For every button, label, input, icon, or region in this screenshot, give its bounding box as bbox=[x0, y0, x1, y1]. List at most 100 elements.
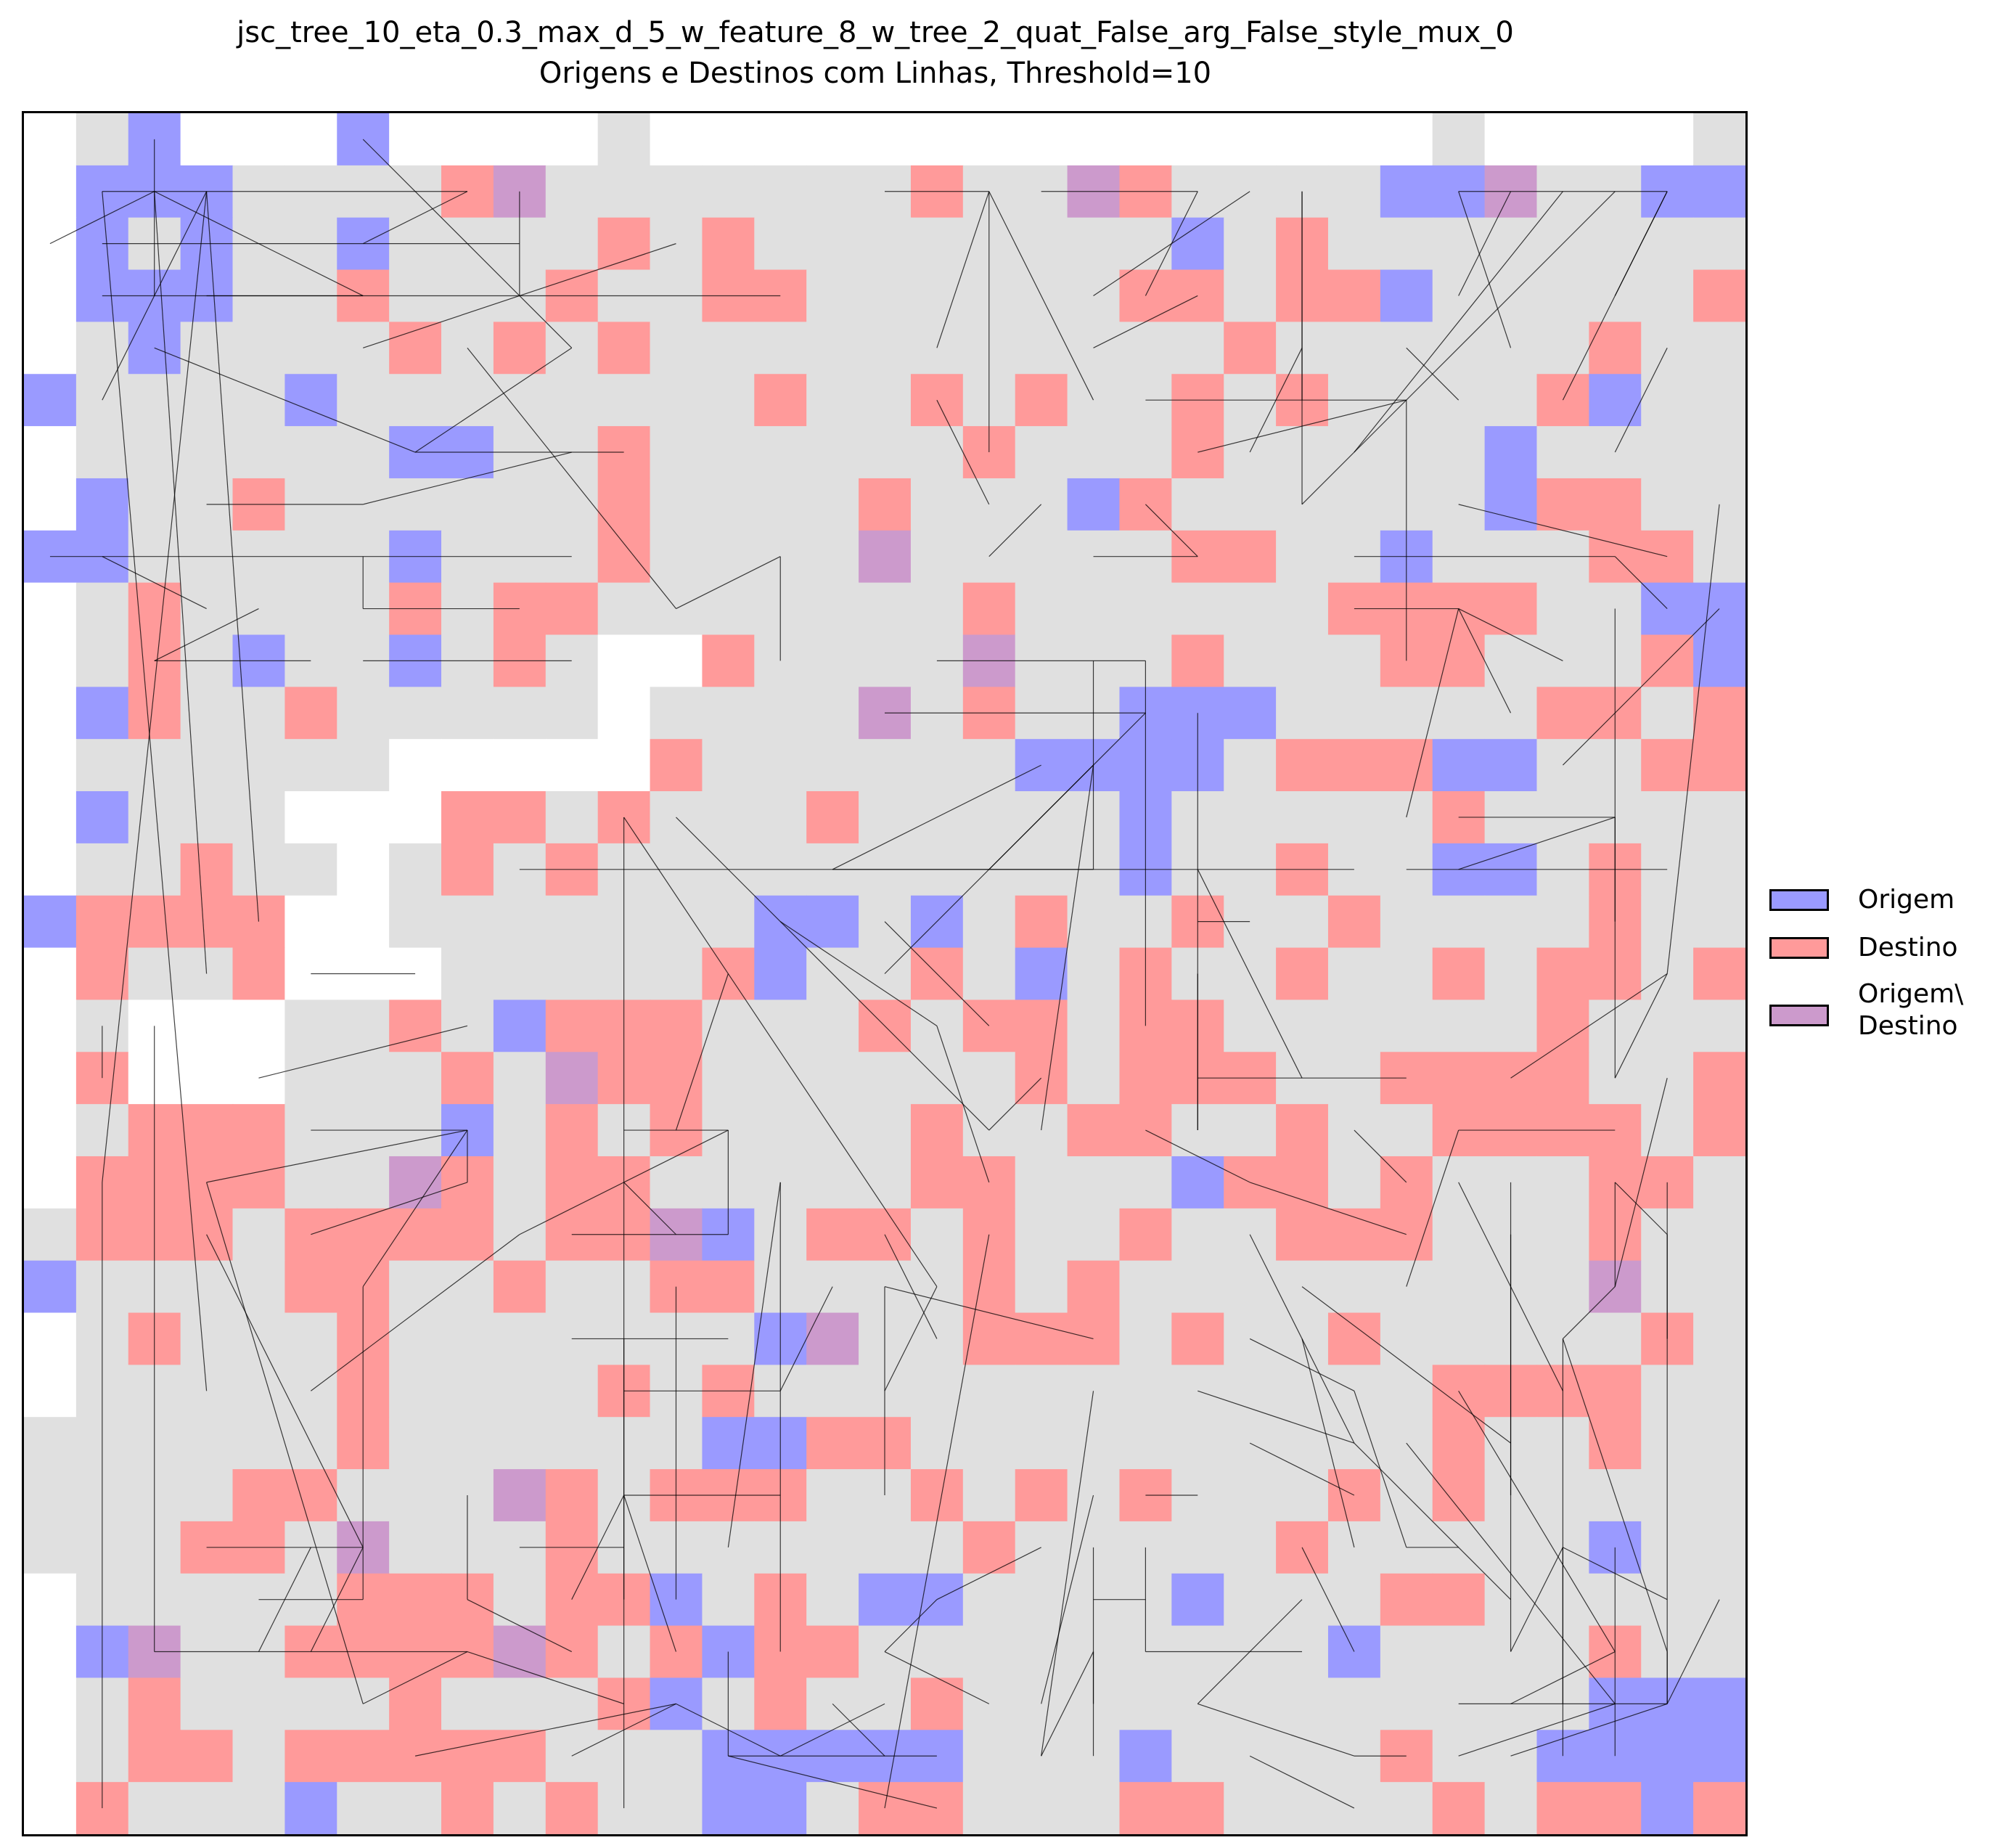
background-cell bbox=[1536, 322, 1589, 375]
destino-cell bbox=[232, 895, 285, 949]
background-cell bbox=[806, 217, 859, 271]
background-cell bbox=[754, 739, 807, 792]
background-cell bbox=[806, 1365, 859, 1418]
destino-cell bbox=[910, 1156, 964, 1209]
background-cell bbox=[650, 530, 703, 584]
empty-cell bbox=[597, 687, 651, 740]
background-cell bbox=[859, 374, 912, 427]
background-cell bbox=[754, 687, 807, 740]
background-cell bbox=[1327, 1260, 1381, 1314]
background-cell bbox=[1693, 1208, 1745, 1262]
destino-cell bbox=[962, 1312, 1016, 1365]
connection-line bbox=[414, 1703, 676, 1757]
connection-line bbox=[467, 347, 676, 609]
connection-line bbox=[1510, 1547, 1563, 1652]
empty-cell bbox=[24, 1573, 77, 1627]
connection-line bbox=[362, 1651, 468, 1704]
background-cell bbox=[180, 1312, 234, 1365]
background-cell bbox=[1276, 530, 1329, 584]
connection-line bbox=[362, 191, 468, 245]
connection-line bbox=[1041, 1391, 1094, 1757]
connection-line bbox=[1666, 504, 1720, 974]
background-cell bbox=[1693, 895, 1745, 949]
background-cell bbox=[389, 1052, 442, 1105]
background-cell bbox=[702, 1052, 755, 1105]
background-cell bbox=[650, 165, 703, 218]
background-cell bbox=[1171, 1417, 1224, 1470]
destino-cell bbox=[1067, 1260, 1121, 1314]
origem-cell bbox=[75, 687, 129, 740]
background-cell bbox=[545, 165, 599, 218]
background-cell bbox=[337, 999, 390, 1052]
destino-cell bbox=[1693, 687, 1745, 740]
connection-line bbox=[1510, 973, 1668, 1079]
background-cell bbox=[1693, 843, 1745, 896]
connection-line bbox=[310, 1234, 520, 1391]
empty-cell bbox=[24, 269, 77, 322]
background-cell bbox=[1067, 999, 1121, 1052]
connection-line bbox=[1249, 1338, 1355, 1391]
background-cell bbox=[702, 478, 755, 531]
connection-line bbox=[1197, 1599, 1303, 1704]
background-cell bbox=[75, 113, 129, 166]
background-cell bbox=[1432, 1312, 1486, 1365]
background-cell bbox=[859, 217, 912, 271]
background-cell bbox=[545, 1365, 599, 1418]
empty-cell bbox=[1536, 113, 1589, 166]
legend-label-origem: Origem bbox=[1858, 885, 1955, 915]
background-cell bbox=[232, 322, 285, 375]
background-cell bbox=[180, 1469, 234, 1522]
destino-cell bbox=[389, 1677, 442, 1730]
background-cell bbox=[232, 1260, 285, 1314]
destino-cell bbox=[284, 1730, 337, 1783]
origem-cell bbox=[1432, 739, 1486, 792]
origem-cell bbox=[1380, 269, 1433, 322]
destino-cell bbox=[1589, 1782, 1642, 1834]
connection-line bbox=[884, 1286, 938, 1391]
background-cell bbox=[1276, 1677, 1329, 1730]
connection-line bbox=[676, 817, 990, 1131]
background-cell bbox=[806, 1052, 859, 1105]
destino-cell bbox=[1693, 1052, 1745, 1105]
background-cell bbox=[1484, 947, 1538, 1001]
empty-cell bbox=[232, 999, 285, 1052]
background-cell bbox=[1693, 999, 1745, 1052]
destino-cell bbox=[1119, 1208, 1172, 1262]
background-cell bbox=[1171, 1260, 1224, 1314]
background-cell bbox=[232, 687, 285, 740]
destino-cell bbox=[702, 217, 755, 271]
destino-cell bbox=[1224, 530, 1277, 584]
background-cell bbox=[1015, 1782, 1068, 1834]
destino-cell bbox=[1536, 1782, 1589, 1834]
background-cell bbox=[1119, 1365, 1172, 1418]
background-cell bbox=[910, 582, 964, 636]
background-cell bbox=[1380, 217, 1433, 271]
background-cell bbox=[1224, 1677, 1277, 1730]
background-cell bbox=[1327, 478, 1381, 531]
connection-line bbox=[728, 1755, 938, 1809]
background-cell bbox=[1380, 791, 1433, 844]
destino-cell bbox=[1432, 1469, 1486, 1522]
background-cell bbox=[1119, 1312, 1172, 1365]
empty-cell bbox=[24, 947, 77, 1001]
background-cell bbox=[1067, 947, 1121, 1001]
empty-cell bbox=[650, 634, 703, 687]
destino-cell bbox=[650, 1052, 703, 1105]
background-cell bbox=[493, 374, 546, 427]
background-cell bbox=[75, 843, 129, 896]
background-cell bbox=[962, 1417, 1016, 1470]
background-cell bbox=[1015, 1365, 1068, 1418]
destino-cell bbox=[389, 1208, 442, 1262]
destino-cell bbox=[1327, 895, 1381, 949]
background-cell bbox=[1380, 687, 1433, 740]
background-cell bbox=[1171, 322, 1224, 375]
background-cell bbox=[1015, 1208, 1068, 1262]
background-cell bbox=[1432, 1260, 1486, 1314]
connection-line bbox=[49, 191, 155, 245]
empty-cell bbox=[441, 739, 494, 792]
background-cell bbox=[1380, 895, 1433, 949]
background-cell bbox=[1067, 426, 1121, 479]
background-cell bbox=[910, 739, 964, 792]
background-cell bbox=[1067, 1156, 1121, 1209]
